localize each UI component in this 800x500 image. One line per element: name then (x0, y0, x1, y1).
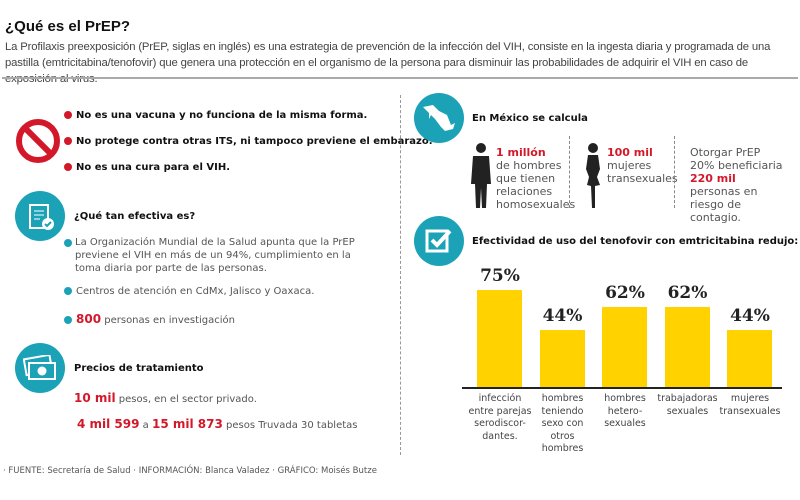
bar-value-label: 62% (667, 282, 708, 303)
bar (539, 330, 585, 387)
efectiva-item: La Organización Mundial de la Salud apun… (64, 236, 364, 275)
men-stat: 1 millón de hombres que tienen relaciones… (496, 146, 576, 211)
man-silhouette-icon (470, 142, 492, 208)
bar (477, 290, 522, 387)
precios-title: Precios de tratamiento (74, 363, 204, 374)
efectiva-item: Centros de atención en CdMx, Jalisco y O… (64, 286, 314, 297)
bar (602, 306, 647, 387)
price-private: 10 mil pesos, en el sector privado. (74, 391, 257, 405)
divider (674, 136, 675, 208)
money-icon (15, 343, 65, 393)
women-stat: 100 mil mujeres transexuales (607, 146, 678, 185)
category-label: infección entre parejas serodiscor-dante… (468, 393, 532, 442)
divider (2, 77, 798, 79)
prep-stat: Otorgar PrEP 20% beneficiaria 220 mil pe… (690, 146, 783, 224)
category-label: trabajadoras sexuales (657, 393, 718, 417)
bar-value-label: 75% (480, 266, 520, 286)
checkbox-icon (414, 216, 464, 266)
not-item: No es una cura para el VIH. (64, 162, 433, 173)
not-item: No protege contra otras ITS, ni tampoco … (64, 136, 433, 162)
divider (569, 136, 570, 208)
category-label: mujeres transexuales (719, 393, 781, 417)
prohibited-icon (15, 118, 61, 164)
not-item: No es una vacuna y no funciona de la mis… (64, 110, 433, 136)
chart-baseline (462, 387, 782, 389)
category-label: hombres teniendo sexo con otros hombres (541, 393, 584, 454)
category-label: hombres hetero-sexuales (604, 393, 646, 429)
efectiva-title: ¿Qué tan efectiva es? (74, 211, 196, 222)
bar (664, 306, 710, 387)
not-list: No es una vacuna y no funciona de la mis… (64, 110, 433, 173)
bar-value-label: 62% (605, 282, 645, 303)
mexico-title: En México se calcula (472, 113, 588, 124)
chart-title: Efectividad de uso del tenofovir con emt… (472, 236, 799, 247)
efectiva-item: 800 personas en investigación (64, 312, 235, 326)
price-truvada: 4 mil 599 a 15 mil 873 pesos Truvada 30 … (77, 417, 358, 431)
clipboard-icon (15, 191, 65, 241)
woman-silhouette-icon (583, 142, 603, 208)
mexico-map-icon (414, 93, 464, 143)
bar (727, 330, 772, 387)
bar-value-label: 44% (730, 306, 770, 327)
footer-credits: · FUENTE: Secretaría de Salud · INFORMAC… (3, 466, 377, 476)
page-title: ¿Qué es el PrEP? (5, 18, 131, 35)
bar-value-label: 44% (542, 306, 583, 327)
column-divider (400, 95, 401, 455)
intro-text: La Profilaxis preexposición (PrEP, sigla… (5, 41, 771, 85)
